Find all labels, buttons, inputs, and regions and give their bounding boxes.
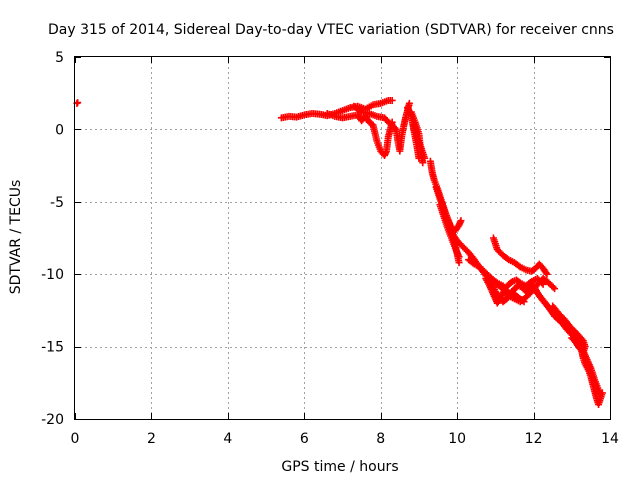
data-point	[539, 280, 547, 288]
x-tick-label: 12	[525, 431, 543, 447]
data-point	[568, 334, 576, 342]
y-tick-label: -10	[41, 267, 64, 283]
data-point	[388, 96, 396, 104]
y-tick-label: 0	[55, 122, 64, 138]
y-tick-label: -5	[50, 195, 64, 211]
data-point	[542, 269, 550, 277]
y-tick-label: -20	[41, 412, 64, 428]
data-point	[356, 107, 364, 115]
x-tick-label: 4	[223, 431, 232, 447]
data-point	[543, 270, 551, 278]
data-point	[538, 279, 546, 287]
x-axis-label: GPS time / hours	[281, 459, 398, 475]
y-tick-label: -15	[41, 340, 64, 356]
y-tick-label: 5	[55, 50, 64, 66]
data-point	[405, 99, 413, 107]
plot-frame	[74, 56, 611, 420]
x-tick-label: 0	[71, 431, 80, 447]
data-points	[73, 96, 606, 409]
y-axis-label: SDTVAR / TECUs	[8, 180, 24, 295]
data-point	[421, 154, 429, 162]
x-tick-label: 6	[300, 431, 309, 447]
data-point	[455, 253, 463, 261]
axis-ticks: 0 2 4 6 8 10 12 14 5 0 -5 -10 -15 -20	[41, 50, 619, 447]
chart-title: Day 315 of 2014, Sidereal Day-to-day VTE…	[48, 22, 614, 38]
x-tick-label: 2	[147, 431, 156, 447]
data-point	[549, 283, 557, 291]
data-point	[419, 159, 427, 167]
data-point	[457, 217, 465, 225]
data-point	[551, 285, 559, 293]
data-point	[74, 99, 82, 107]
x-tick-label: 14	[601, 431, 619, 447]
x-tick-label: 8	[376, 431, 385, 447]
data-point	[598, 389, 606, 397]
x-tick-label: 10	[448, 431, 466, 447]
